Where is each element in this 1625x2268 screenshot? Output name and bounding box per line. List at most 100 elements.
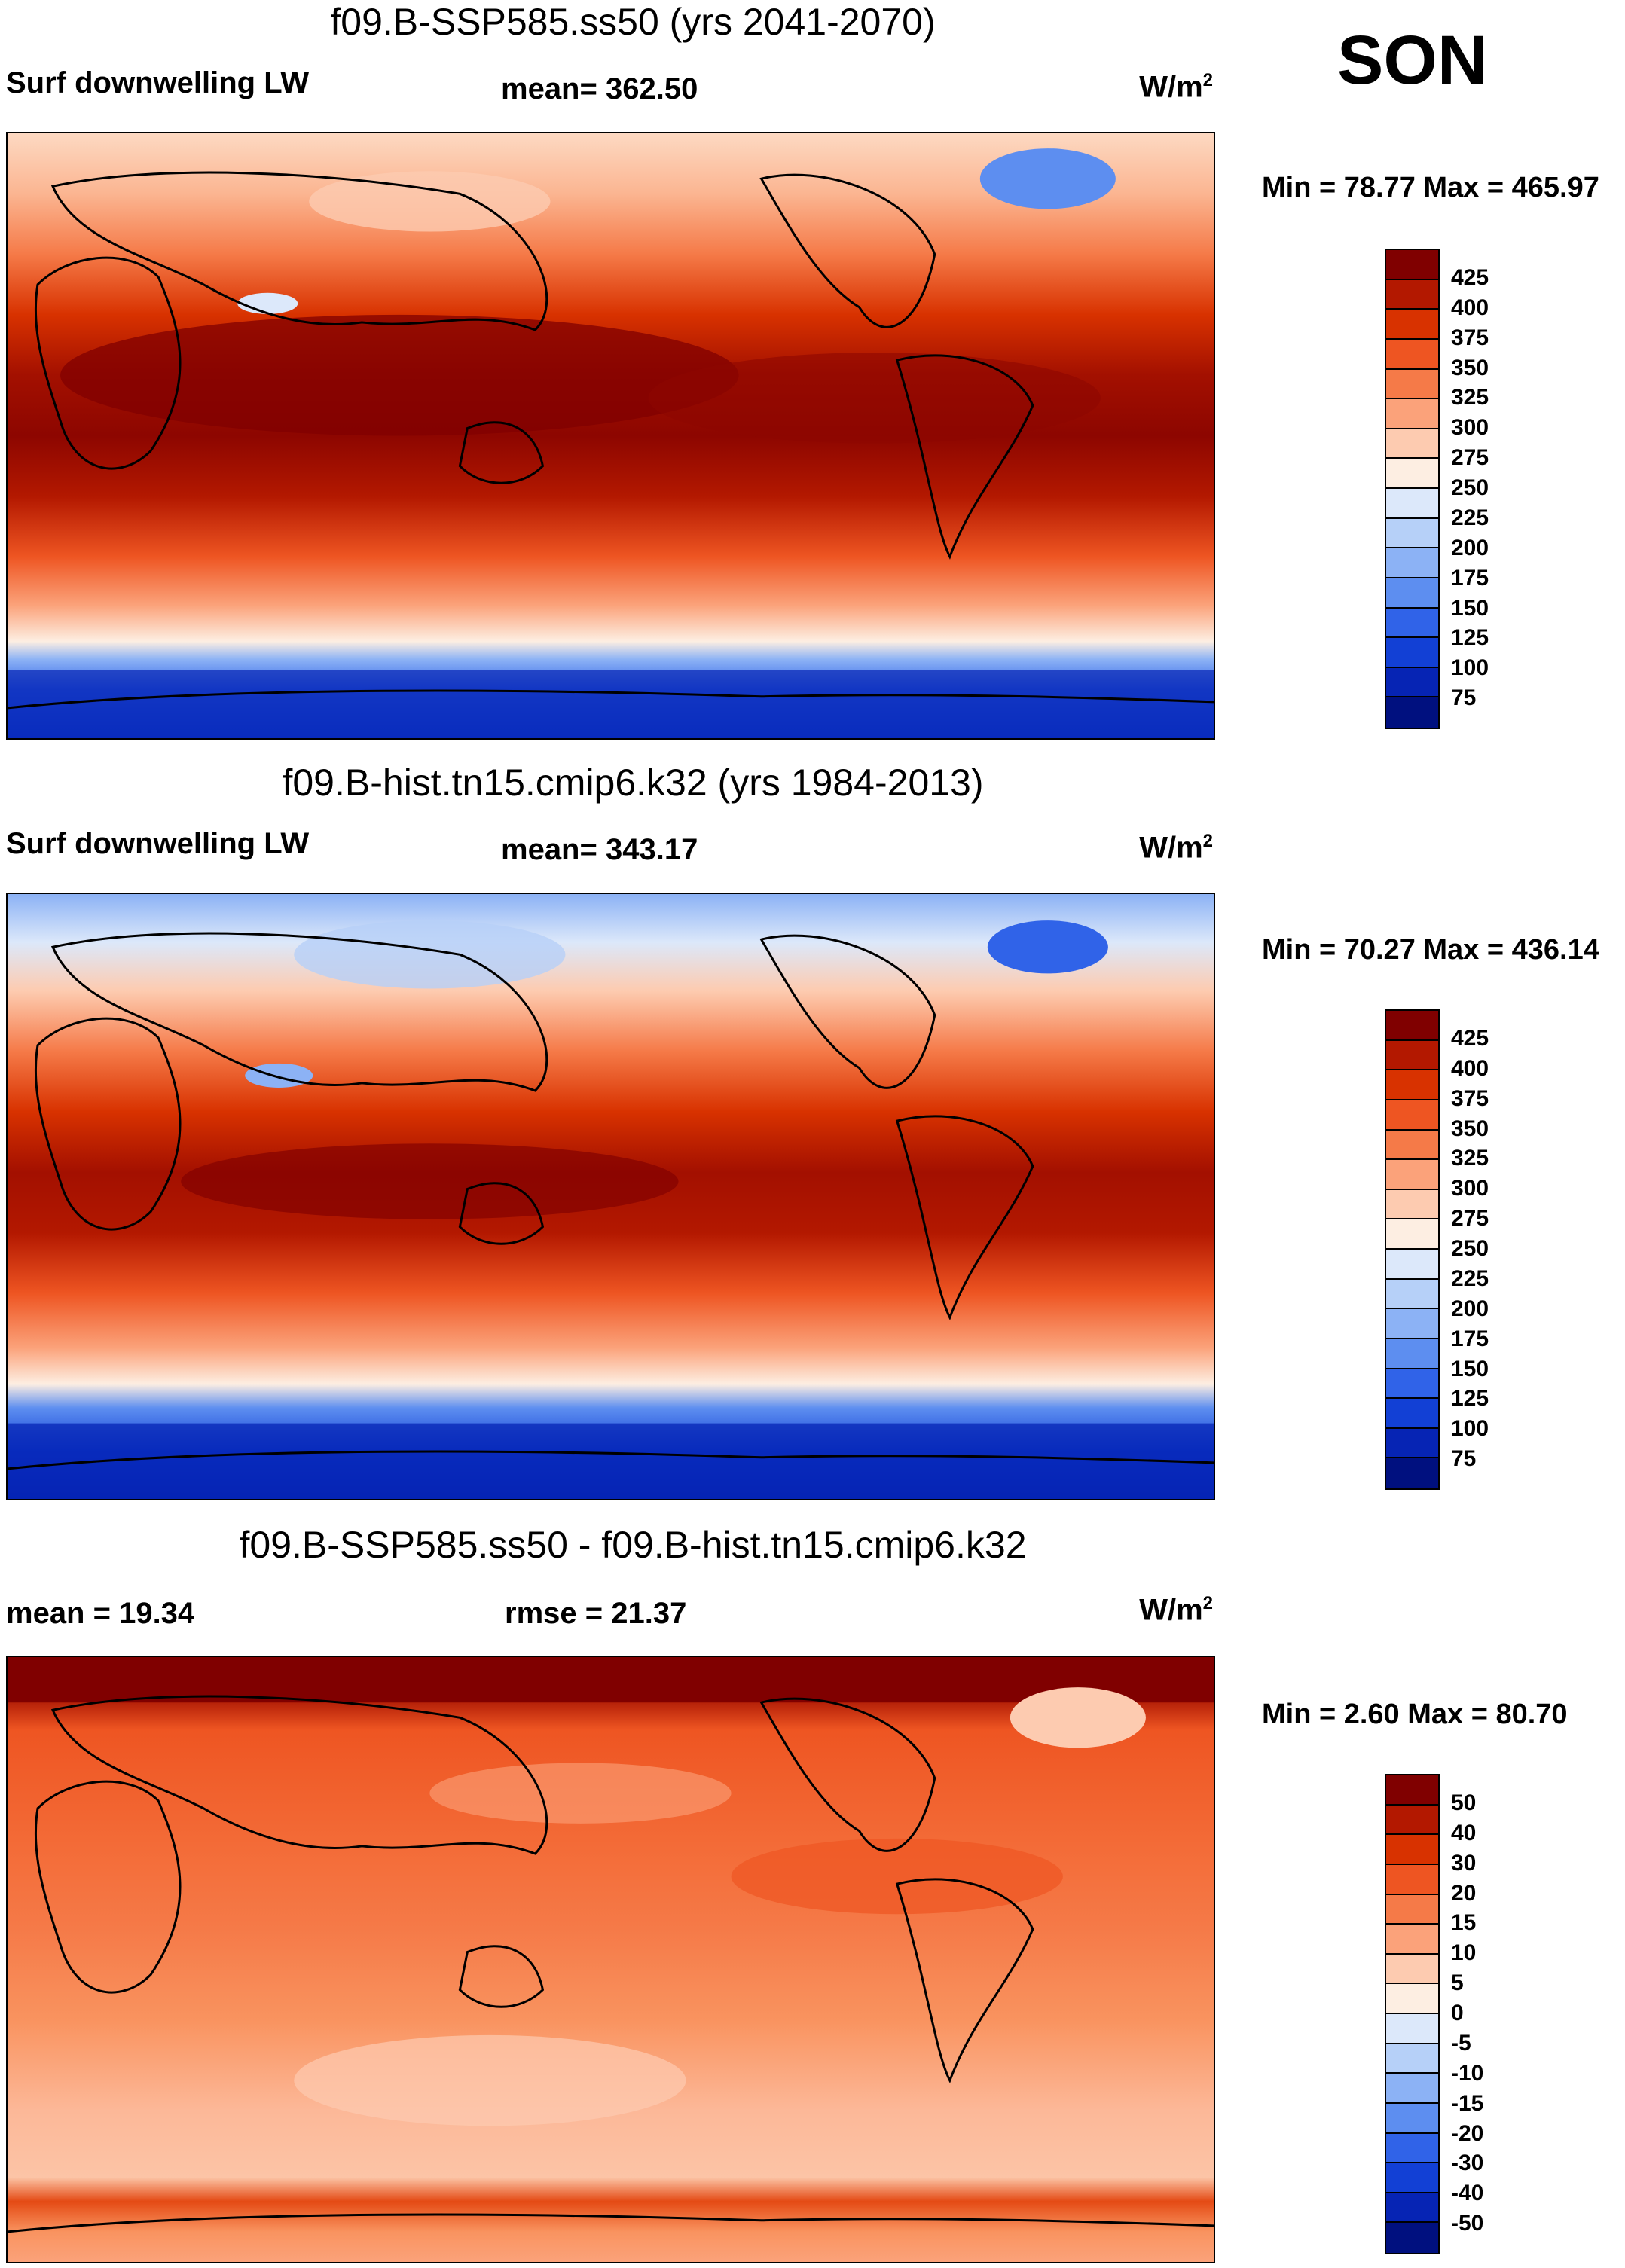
panel-3-tick-label: 20 (1451, 1880, 1477, 1906)
panel-3-colorbar-box (1386, 1954, 1438, 1985)
panel-2-features (8, 920, 1214, 1499)
panel-3-tick-label: -30 (1451, 2150, 1484, 2176)
panel-1-colorbar-box (1386, 697, 1438, 728)
panel-1-colorbar-box (1386, 310, 1438, 340)
panel-2-colorbar-box (1386, 1160, 1438, 1190)
panel-3-units: W/m2 (1139, 1593, 1213, 1627)
panel-2-tick-label: 175 (1451, 1326, 1489, 1351)
panel-3-colorbar-box (1386, 1864, 1438, 1895)
panel-3-colorbar-box (1386, 1835, 1438, 1865)
panel-2-tick-label: 125 (1451, 1386, 1489, 1412)
panel-3-minmax: Min = 2.60 Max = 80.70 (1262, 1699, 1568, 1730)
panel-1-tick-label: 175 (1451, 565, 1489, 591)
panel-3-features (8, 1657, 1214, 2126)
panel-1-colorbar-box (1386, 608, 1438, 639)
panel-1-tick-label: 150 (1451, 595, 1489, 621)
panel-1-units: W/m2 (1139, 70, 1213, 104)
panel-3-tick-label: 10 (1451, 1940, 1477, 1966)
panel-3-tick-label: -40 (1451, 2181, 1484, 2206)
panel-1-tick-label: 425 (1451, 264, 1489, 290)
panel-3-colorbar-box (1386, 1775, 1438, 1806)
panel-1-tick-label: 225 (1451, 505, 1489, 530)
panel-3-colorbar-box (1386, 2074, 1438, 2104)
panel-1-tick-label: 275 (1451, 445, 1489, 471)
season-label: SON (1337, 22, 1488, 99)
panel-2-colorbar-ticks: 425 400 375 350 325 300 275 250 225 200 … (1451, 1009, 1541, 1490)
panel-1-tick-label: 200 (1451, 535, 1489, 560)
panel-2-colorbar-box (1386, 1279, 1438, 1310)
panel-2-colorbar-box (1386, 1219, 1438, 1250)
panel-3-colorbar-box (1386, 2133, 1438, 2164)
panel-3-colorbar-box (1386, 1925, 1438, 1955)
panel-3-colorbar-box (1386, 1805, 1438, 1836)
panel-3-title: f09.B-SSP585.ss50 - f09.B-hist.tn15.cmip… (239, 1524, 1027, 1566)
panel-2-colorbar-box (1386, 1309, 1438, 1339)
panel-2-tick-label: 400 (1451, 1055, 1489, 1081)
panel-2-tick-label: 250 (1451, 1236, 1489, 1261)
panel-2-colorbar-box (1386, 1250, 1438, 1280)
panel-2-colorbar-box (1386, 1100, 1438, 1131)
panel-2-units: W/m2 (1139, 831, 1213, 865)
panel-2-colorbar-box (1386, 1369, 1438, 1400)
panel-3-colorbar-box (1386, 2044, 1438, 2074)
panel-1-variable-label: Surf downwelling LW (6, 66, 310, 99)
panel-3-colorbar (1385, 1774, 1440, 2254)
panel-2-tick-label: 300 (1451, 1176, 1489, 1201)
panel-2-colorbar-box (1386, 1189, 1438, 1220)
panel-2-tick-label: 100 (1451, 1416, 1489, 1442)
panel-1-tick-label: 375 (1451, 325, 1489, 350)
panel-1-colorbar-box (1386, 638, 1438, 668)
panel-1-colorbar-box (1386, 459, 1438, 489)
panel-1-tick-label: 75 (1451, 685, 1477, 711)
panel-3-tick-label: 15 (1451, 1910, 1477, 1936)
panel-2-mean-label: mean= 343.17 (501, 833, 698, 866)
panel-2-map (6, 893, 1215, 1500)
panel-3-colorbar-box (1386, 2223, 1438, 2253)
panel-1-tick-label: 350 (1451, 355, 1489, 380)
panel-2-colorbar-box (1386, 1040, 1438, 1071)
panel-1-colorbar-box (1386, 518, 1438, 549)
panel-2-colorbar-box (1386, 1339, 1438, 1369)
panel-1-colorbar-box (1386, 429, 1438, 459)
panel-2-tick-label: 150 (1451, 1356, 1489, 1381)
panel-2-tick-label: 200 (1451, 1296, 1489, 1321)
panel-1-tick-label: 300 (1451, 415, 1489, 441)
panel-3-colorbar-box (1386, 2103, 1438, 2134)
panel-3-tick-label: -10 (1451, 2060, 1484, 2086)
panel-2-colorbar-box (1386, 1011, 1438, 1041)
panel-1-tick-label: 100 (1451, 655, 1489, 681)
panel-1-colorbar-box (1386, 489, 1438, 519)
panel-2-variable-label: Surf downwelling LW (6, 827, 310, 860)
panel-3-tick-label: 5 (1451, 1970, 1464, 1996)
panel-3-mean-label: mean = 19.34 (6, 1597, 195, 1630)
panel-1-features (8, 148, 1214, 738)
panel-2-tick-label: 75 (1451, 1446, 1477, 1472)
panel-3-colorbar-box (1386, 1984, 1438, 2014)
panel-2-minmax: Min = 70.27 Max = 436.14 (1262, 934, 1599, 966)
panel-1-tick-label: 250 (1451, 475, 1489, 500)
panel-3-tick-label: -15 (1451, 2090, 1484, 2116)
panel-1-colorbar-box (1386, 369, 1438, 400)
panel-2-tick-label: 425 (1451, 1025, 1489, 1051)
panel-2-tick-label: 275 (1451, 1206, 1489, 1232)
panel-3-tick-label: 50 (1451, 1790, 1477, 1815)
panel-2-title: f09.B-hist.tn15.cmip6.k32 (yrs 1984-2013… (282, 762, 984, 804)
panel-2-colorbar-box (1386, 1130, 1438, 1161)
panel-1-colorbar-box (1386, 667, 1438, 698)
panel-2-tick-label: 225 (1451, 1265, 1489, 1291)
panel-3-colorbar-box (1386, 2193, 1438, 2224)
panel-3-colorbar-box (1386, 1894, 1438, 1925)
panel-1-map (6, 132, 1215, 740)
panel-2-colorbar-box (1386, 1428, 1438, 1459)
panel-3-tick-label: 0 (1451, 2001, 1464, 2025)
panel-1-tick-label: 325 (1451, 385, 1489, 411)
panel-2-tick-label: 350 (1451, 1116, 1489, 1141)
panel-3-map (6, 1656, 1215, 2263)
panel-1-colorbar-box (1386, 548, 1438, 578)
panel-3-colorbar-ticks: 50 40 30 20 15 10 5 0 -5 -10 -15 -20 -30… (1451, 1774, 1541, 2254)
panel-1-colorbar-box (1386, 578, 1438, 609)
panel-1-minmax: Min = 78.77 Max = 465.97 (1262, 172, 1599, 203)
panel-1-tick-label: 125 (1451, 625, 1489, 651)
panel-3-tick-label: -5 (1451, 2030, 1471, 2056)
panel-2-colorbar-box (1386, 1458, 1438, 1488)
